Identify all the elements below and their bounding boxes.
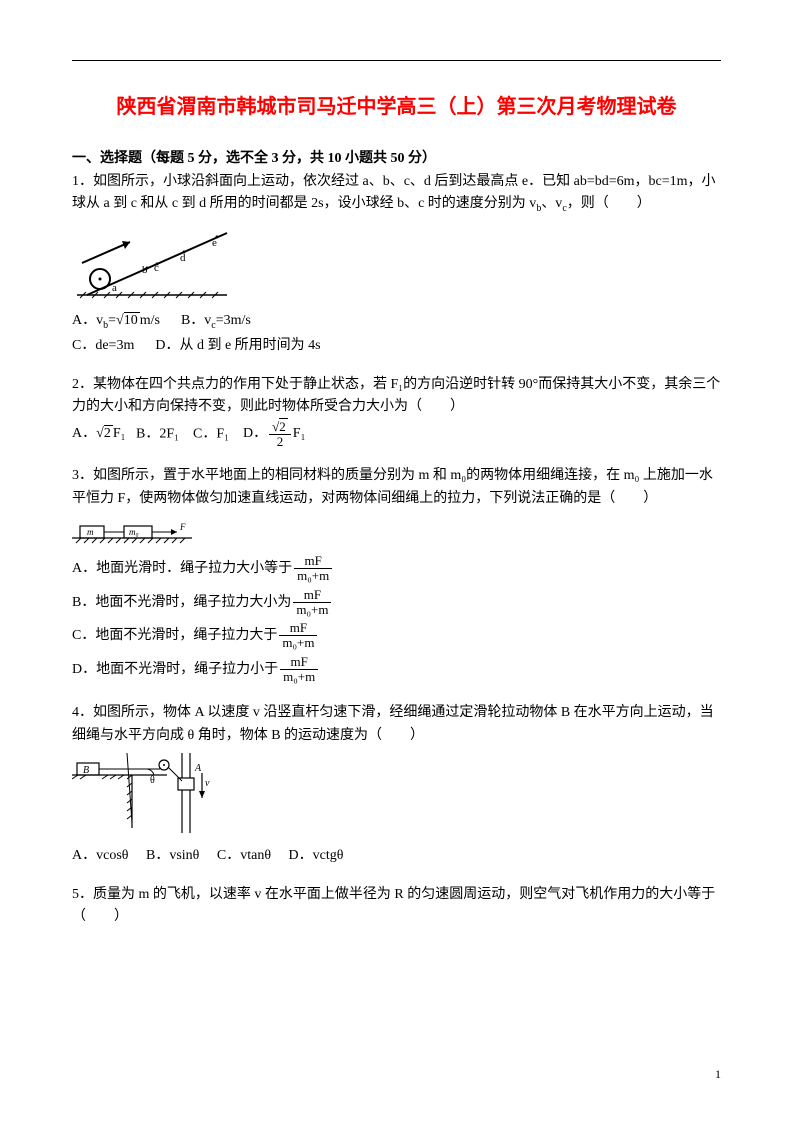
- question-4: 4．如图所示，物体 A 以速度 v 沿竖直杆匀速下滑，经细绳通过定滑轮拉动物体 …: [72, 702, 721, 868]
- q2-optA-sqrt-val: 2: [104, 425, 113, 441]
- q2-optD: D．22F₁: [243, 426, 305, 441]
- q3-optC: C．地面不光滑时，绳子拉力大于mFm₀+m: [72, 619, 721, 653]
- svg-text:m₀: m₀: [129, 527, 139, 537]
- q2-optD-frac: 22: [269, 419, 291, 449]
- q4-optA: A．vcosθ: [72, 848, 128, 863]
- q3-text: 3．如图所示，置于水平地面上的相同材料的质量分别为 m 和 m₀的两物体用细绳连…: [72, 465, 721, 510]
- q4-text: 4．如图所示，物体 A 以速度 v 沿竖直杆匀速下滑，经细绳通过定滑轮拉动物体 …: [72, 702, 721, 747]
- svg-text:e: e: [212, 237, 217, 249]
- q4-options: A．vcosθ B．vsinθ C．vtanθ D．vctgθ: [72, 844, 721, 868]
- q1-optA-pre: A．v: [72, 313, 103, 328]
- q2-options: A．2F₁ B．2F₁ C．F₁ D．22F₁: [72, 419, 721, 449]
- top-rule: [72, 60, 721, 61]
- q3-optD-den: m₀+m: [280, 670, 318, 684]
- q3-optC-num: mF: [279, 621, 317, 636]
- q1-optD: D．从 d 到 e 所用时间为 4s: [155, 338, 320, 353]
- question-3: 3．如图所示，置于水平地面上的相同材料的质量分别为 m 和 m₀的两物体用细绳连…: [72, 465, 721, 686]
- q3-figure: m m₀ F: [72, 516, 721, 546]
- svg-text:v: v: [205, 778, 210, 789]
- q1-figure: a b c d e: [72, 223, 721, 303]
- q1-options: A．vb=10m/s B．vc=3m/s C．de=3m D．从 d 到 e 所…: [72, 309, 721, 358]
- q3-optB-pre: B．地面不光滑时，绳子拉力大小为: [72, 595, 291, 610]
- q2-optB: B．2F₁: [136, 426, 179, 441]
- q1-line-ab: A．vb=10m/s B．vc=3m/s: [72, 309, 721, 334]
- q1-text: 1．如图所示，小球沿斜面向上运动，依次经过 a、b、c、d 后到达最高点 e．已…: [72, 171, 721, 217]
- q3-optD-frac: mFm₀+m: [280, 655, 318, 685]
- svg-text:B: B: [83, 765, 89, 776]
- svg-text:m: m: [87, 527, 94, 537]
- q3-optA-pre: A．地面光滑时．绳子拉力大小等于: [72, 561, 292, 576]
- q3-optB-frac: mFm₀+m: [293, 588, 331, 618]
- svg-text:a: a: [112, 282, 117, 294]
- q4-figure: B A v: [72, 753, 721, 838]
- q1-optB-pre: B．v: [181, 313, 211, 328]
- page-content: 陕西省渭南市韩城市司马迁中学高三（上）第三次月考物理试卷 一、选择题（每题 5 …: [0, 0, 793, 985]
- q1-text-part3: ，则（ ）: [567, 196, 651, 211]
- q3-optD-num: mF: [280, 655, 318, 670]
- q1-optB-post: =3m/s: [216, 313, 251, 328]
- q3-optB-den: m₀+m: [293, 603, 331, 617]
- q3-optA-den: m₀+m: [294, 569, 332, 583]
- q2-optD-den: 2: [269, 435, 291, 449]
- q2-text: 2．某物体在四个共点力的作用下处于静止状态，若 F₁的方向沿逆时针转 90°而保…: [72, 374, 721, 419]
- question-5: 5．质量为 m 的飞机，以速率 v 在水平面上做半径为 R 的匀速圆周运动，则空…: [72, 884, 721, 929]
- q3-optB: B．地面不光滑时，绳子拉力大小为mFm₀+m: [72, 586, 721, 620]
- q3-options: A．地面光滑时．绳子拉力大小等于mFm₀+m B．地面不光滑时，绳子拉力大小为m…: [72, 552, 721, 686]
- q1-optC: C．de=3m: [72, 338, 134, 353]
- q1-optA-mid: =: [108, 313, 116, 328]
- q4-optD: D．vctgθ: [289, 848, 344, 863]
- svg-text:A: A: [194, 763, 202, 774]
- page-number: 1: [715, 1067, 721, 1082]
- q3-optA-num: mF: [294, 554, 332, 569]
- svg-text:θ: θ: [150, 775, 155, 786]
- exam-title: 陕西省渭南市韩城市司马迁中学高三（上）第三次月考物理试卷: [72, 90, 721, 119]
- q3-optC-den: m₀+m: [279, 636, 317, 650]
- q2-optD-pre: D．: [243, 426, 267, 441]
- q1-optA-sqrt-val: 10: [124, 312, 140, 328]
- q1-line-cd: C．de=3m D．从 d 到 e 所用时间为 4s: [72, 334, 721, 358]
- q1-optA-sqrt: 10: [116, 309, 140, 333]
- q2-optD-post: F₁: [293, 426, 306, 441]
- svg-text:b: b: [142, 264, 148, 276]
- question-2: 2．某物体在四个共点力的作用下处于静止状态，若 F₁的方向沿逆时针转 90°而保…: [72, 374, 721, 449]
- svg-text:d: d: [180, 252, 186, 264]
- svg-text:F: F: [179, 522, 186, 532]
- q3-optC-pre: C．地面不光滑时，绳子拉力大于: [72, 628, 277, 643]
- q3-optC-frac: mFm₀+m: [279, 621, 317, 651]
- q4-optC: C．vtanθ: [217, 848, 271, 863]
- q3-optA-frac: mFm₀+m: [294, 554, 332, 584]
- q3-optB-num: mF: [293, 588, 331, 603]
- q4-optB: B．vsinθ: [146, 848, 199, 863]
- q1-text-part2: 、v: [541, 196, 562, 211]
- q2-optA-sqrt: 2: [96, 422, 113, 446]
- q2-optC: C．F₁: [193, 426, 229, 441]
- q2-optA: A．2F₁: [72, 426, 125, 441]
- q2-optD-num: 2: [269, 419, 291, 435]
- section-1-header: 一、选择题（每题 5 分，选不全 3 分，共 10 小题共 50 分）: [72, 147, 721, 167]
- q1-optA-post: m/s: [140, 313, 160, 328]
- q3-optA: A．地面光滑时．绳子拉力大小等于mFm₀+m: [72, 552, 721, 586]
- question-1: 1．如图所示，小球沿斜面向上运动，依次经过 a、b、c、d 后到达最高点 e．已…: [72, 171, 721, 358]
- q3-optD-pre: D．地面不光滑时，绳子拉力小于: [72, 662, 278, 677]
- q2-optA-post: F₁: [113, 426, 126, 441]
- q3-optD: D．地面不光滑时，绳子拉力小于mFm₀+m: [72, 653, 721, 687]
- q2-optD-num-val: 2: [279, 418, 288, 434]
- q5-text: 5．质量为 m 的飞机，以速率 v 在水平面上做半径为 R 的匀速圆周运动，则空…: [72, 884, 721, 929]
